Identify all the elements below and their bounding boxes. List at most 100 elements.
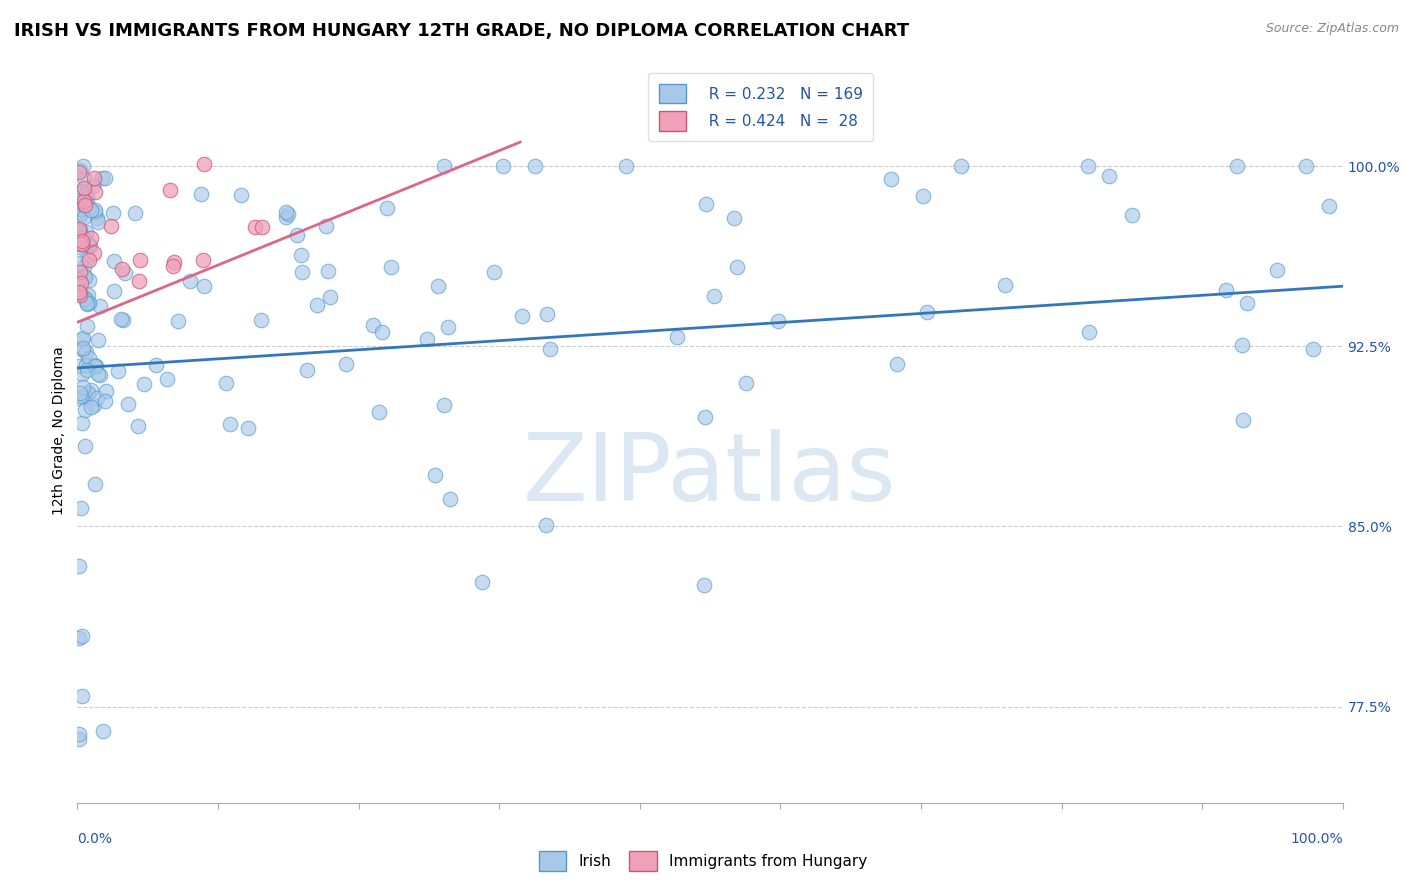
Point bbox=[492, 159, 515, 173]
Point bbox=[79, 295, 101, 310]
Point bbox=[73, 194, 96, 209]
Point bbox=[72, 331, 94, 345]
Point bbox=[915, 305, 938, 319]
Point bbox=[307, 298, 329, 312]
Point bbox=[80, 203, 103, 218]
Point bbox=[243, 220, 266, 235]
Point bbox=[427, 279, 450, 293]
Point bbox=[67, 194, 90, 209]
Point bbox=[69, 265, 91, 279]
Point bbox=[1215, 283, 1237, 297]
Text: 0.0%: 0.0% bbox=[77, 831, 112, 846]
Point bbox=[433, 398, 456, 412]
Point bbox=[316, 264, 339, 278]
Point bbox=[70, 388, 93, 402]
Point bbox=[437, 319, 460, 334]
Point bbox=[510, 309, 533, 323]
Point bbox=[1317, 199, 1340, 213]
Point bbox=[110, 311, 132, 326]
Point bbox=[77, 272, 100, 286]
Text: 100.0%: 100.0% bbox=[1291, 831, 1343, 846]
Point bbox=[89, 299, 111, 313]
Point bbox=[83, 170, 105, 185]
Point bbox=[484, 265, 506, 279]
Text: IRISH VS IMMIGRANTS FROM HUNGARY 12TH GRADE, NO DIPLOMA CORRELATION CHART: IRISH VS IMMIGRANTS FROM HUNGARY 12TH GR… bbox=[14, 22, 910, 40]
Point bbox=[75, 225, 97, 239]
Point bbox=[69, 256, 91, 270]
Point bbox=[73, 210, 96, 224]
Point bbox=[77, 238, 100, 252]
Point bbox=[695, 197, 717, 211]
Point bbox=[693, 577, 716, 591]
Legend: Irish, Immigrants from Hungary: Irish, Immigrants from Hungary bbox=[533, 846, 873, 877]
Point bbox=[880, 172, 903, 186]
Point bbox=[77, 351, 100, 366]
Legend:   R = 0.232   N = 169,   R = 0.424   N =  28: R = 0.232 N = 169, R = 0.424 N = 28 bbox=[648, 73, 873, 141]
Point bbox=[77, 287, 100, 301]
Point bbox=[94, 393, 117, 408]
Point bbox=[83, 358, 105, 372]
Point bbox=[911, 188, 934, 202]
Point bbox=[75, 270, 97, 285]
Point bbox=[1077, 159, 1099, 173]
Point bbox=[69, 385, 91, 400]
Point bbox=[70, 629, 93, 643]
Point bbox=[67, 285, 90, 300]
Point bbox=[76, 345, 98, 359]
Point bbox=[69, 162, 91, 177]
Text: Source: ZipAtlas.com: Source: ZipAtlas.com bbox=[1265, 22, 1399, 36]
Point bbox=[1265, 263, 1288, 277]
Point bbox=[145, 358, 167, 372]
Point bbox=[114, 266, 136, 280]
Point bbox=[167, 314, 190, 328]
Point bbox=[69, 287, 91, 301]
Point bbox=[665, 330, 688, 344]
Point bbox=[67, 731, 90, 746]
Point bbox=[100, 219, 122, 234]
Point bbox=[76, 295, 98, 310]
Point bbox=[67, 211, 90, 225]
Point bbox=[368, 405, 391, 419]
Point bbox=[190, 187, 212, 202]
Point bbox=[1098, 169, 1121, 184]
Point bbox=[69, 237, 91, 252]
Point bbox=[276, 210, 298, 224]
Point bbox=[375, 201, 398, 215]
Point bbox=[83, 246, 105, 260]
Point bbox=[83, 359, 105, 374]
Point bbox=[73, 198, 96, 212]
Point bbox=[1295, 159, 1317, 173]
Point bbox=[470, 575, 492, 590]
Point bbox=[1078, 325, 1101, 339]
Point bbox=[73, 268, 96, 282]
Point bbox=[124, 206, 146, 220]
Point bbox=[1302, 343, 1324, 357]
Point bbox=[72, 181, 94, 195]
Point bbox=[536, 307, 558, 321]
Point bbox=[1121, 208, 1143, 222]
Point bbox=[950, 159, 973, 173]
Point bbox=[236, 420, 259, 434]
Point bbox=[83, 398, 105, 412]
Point bbox=[193, 157, 215, 171]
Point bbox=[994, 278, 1017, 293]
Point bbox=[886, 357, 908, 371]
Point bbox=[319, 290, 342, 304]
Point bbox=[69, 222, 91, 236]
Point bbox=[127, 418, 149, 433]
Point bbox=[103, 206, 125, 220]
Point bbox=[89, 368, 111, 383]
Point bbox=[67, 186, 90, 201]
Point bbox=[83, 205, 105, 219]
Point bbox=[361, 318, 384, 332]
Point bbox=[79, 252, 101, 267]
Y-axis label: 12th Grade, No Diploma: 12th Grade, No Diploma bbox=[52, 346, 66, 515]
Point bbox=[416, 332, 439, 346]
Point bbox=[179, 274, 201, 288]
Point bbox=[295, 363, 318, 377]
Point bbox=[70, 368, 93, 382]
Point bbox=[80, 401, 103, 415]
Point bbox=[290, 248, 312, 262]
Point bbox=[215, 376, 238, 390]
Point bbox=[156, 372, 179, 386]
